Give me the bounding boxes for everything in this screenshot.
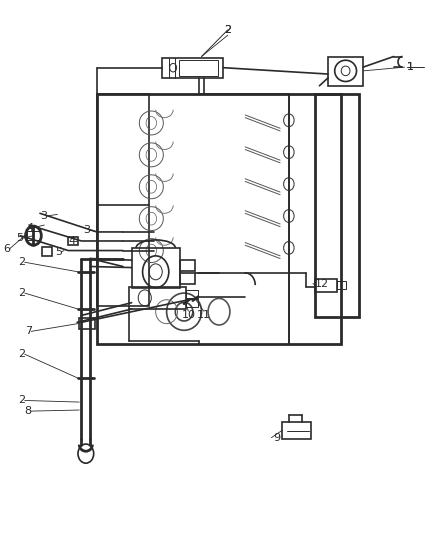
Text: 12: 12 — [315, 279, 329, 288]
Text: 10: 10 — [181, 310, 195, 320]
Bar — [179, 60, 218, 76]
Bar — [328, 56, 363, 86]
Bar — [130, 287, 186, 309]
Text: 3: 3 — [84, 225, 91, 236]
Bar — [97, 94, 341, 344]
Text: 5: 5 — [16, 233, 23, 244]
Bar — [186, 290, 198, 298]
Bar — [337, 281, 346, 289]
Text: 3: 3 — [40, 211, 47, 221]
Text: 2: 2 — [224, 25, 231, 35]
Text: 2: 2 — [18, 257, 25, 267]
Text: 11: 11 — [197, 310, 211, 320]
Bar — [162, 58, 223, 78]
Bar — [42, 247, 52, 256]
Bar — [180, 273, 195, 284]
Text: 6: 6 — [3, 244, 10, 254]
Text: 1: 1 — [407, 62, 414, 72]
Bar — [79, 318, 95, 329]
Text: 7: 7 — [25, 326, 32, 336]
Bar — [97, 94, 149, 306]
Text: 5: 5 — [55, 247, 62, 256]
Bar — [186, 299, 198, 308]
Bar — [132, 248, 180, 288]
Text: 2: 2 — [18, 395, 25, 406]
Text: 4: 4 — [68, 236, 75, 246]
Text: 2: 2 — [18, 288, 25, 298]
Bar — [315, 94, 359, 317]
Text: 2: 2 — [18, 349, 25, 359]
Bar — [283, 422, 311, 439]
Text: 2: 2 — [224, 25, 231, 35]
Text: 1: 1 — [407, 62, 414, 72]
Bar — [180, 260, 195, 271]
Text: 8: 8 — [25, 406, 32, 416]
Bar — [315, 279, 337, 292]
Text: 4: 4 — [27, 223, 34, 233]
Text: 9: 9 — [274, 433, 281, 443]
Bar — [27, 231, 40, 240]
Bar — [68, 237, 78, 245]
